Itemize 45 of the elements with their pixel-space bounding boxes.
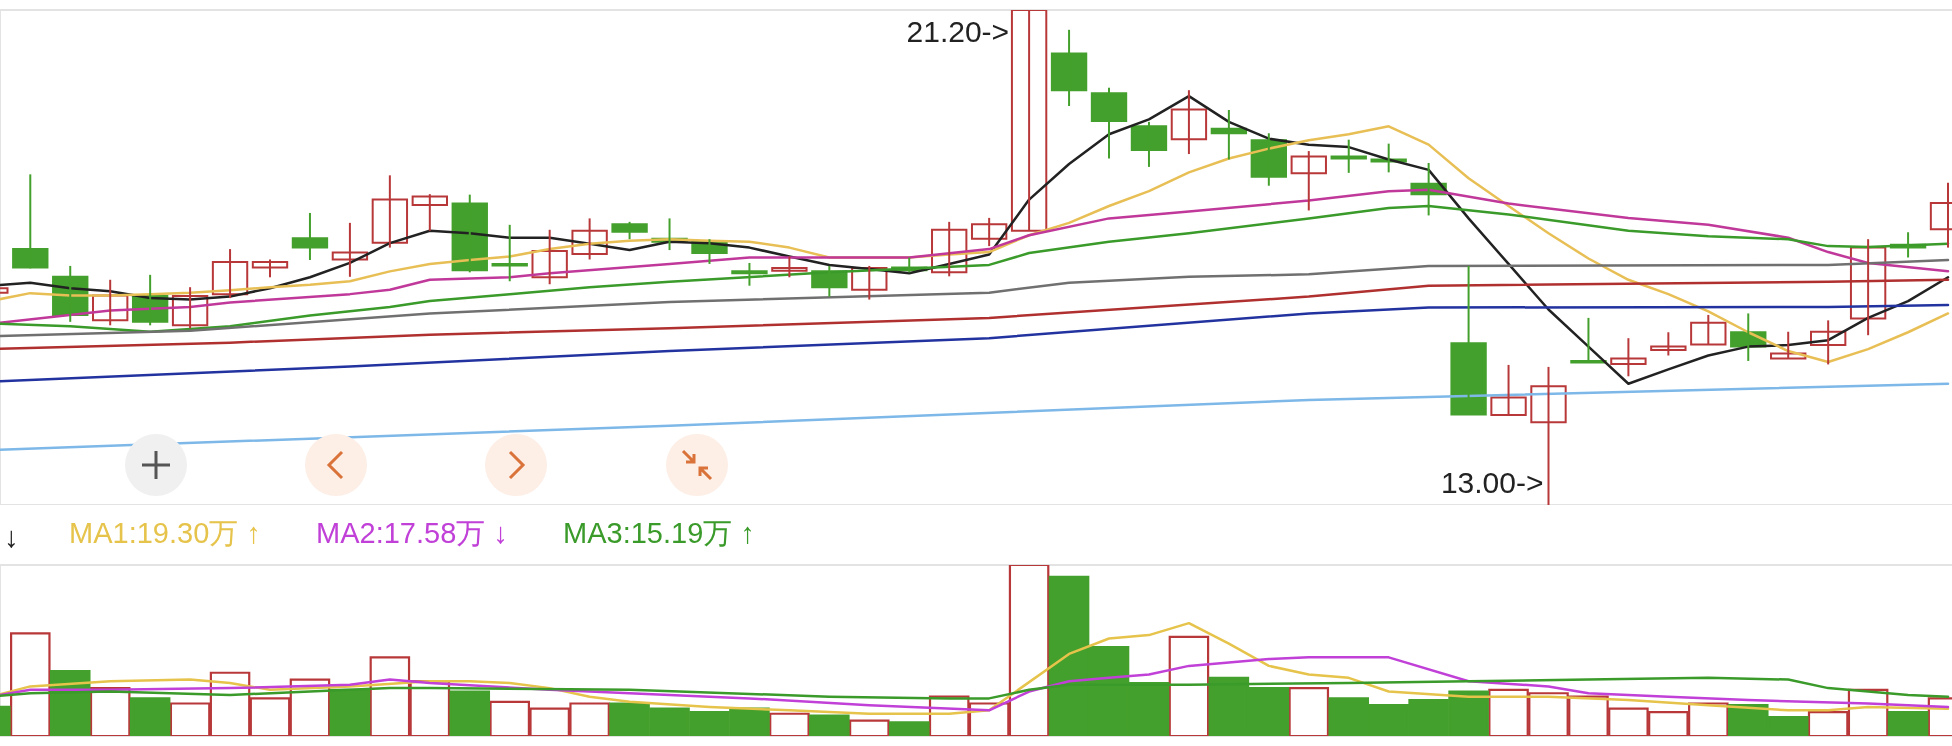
bar [769, 712, 810, 736]
candlestick [1490, 363, 1527, 416]
candlestick [1130, 120, 1168, 168]
bar [10, 632, 51, 736]
candlestick [1450, 264, 1487, 416]
bar [1168, 635, 1210, 736]
text: ↓ [4, 521, 19, 553]
candlestick [1650, 331, 1687, 357]
text: MA3:15.19万 ↑ [563, 516, 755, 549]
candlestick [1330, 138, 1367, 174]
candlestick [1809, 319, 1847, 366]
candlestick [1690, 313, 1727, 346]
bar [1288, 687, 1330, 736]
candlestick [211, 248, 249, 300]
candlestick [331, 221, 369, 278]
candlestick [411, 193, 448, 232]
candlestick [371, 174, 409, 249]
candlestick [771, 255, 808, 279]
bar [888, 721, 930, 736]
candlestick [531, 228, 568, 286]
candlestick [251, 258, 289, 279]
candlestick [1290, 150, 1327, 212]
candlestick [970, 216, 1008, 248]
bar [809, 714, 850, 736]
bar [849, 719, 890, 736]
candlestick [571, 217, 608, 261]
annotation: 13.00-> [1440, 466, 1544, 499]
candlestick [1170, 89, 1208, 156]
text: MA2:17.58万 ↓ [316, 516, 508, 549]
candlestick [1010, 10, 1048, 232]
candlestick [171, 286, 209, 330]
candlestick [931, 220, 968, 278]
candlestick [1770, 330, 1807, 360]
candlestick [731, 261, 768, 287]
bar [129, 697, 171, 736]
candlestick [1610, 337, 1647, 378]
candlestick [92, 278, 129, 327]
candlestick [611, 220, 648, 241]
candlestick [1090, 86, 1128, 160]
candlestick [291, 211, 329, 261]
text: MA1:19.30万 ↑ [69, 516, 261, 549]
candlestick [12, 173, 49, 270]
candlestick [1050, 28, 1088, 108]
candlestick [851, 264, 888, 301]
annotation: 21.20-> [906, 15, 1010, 48]
